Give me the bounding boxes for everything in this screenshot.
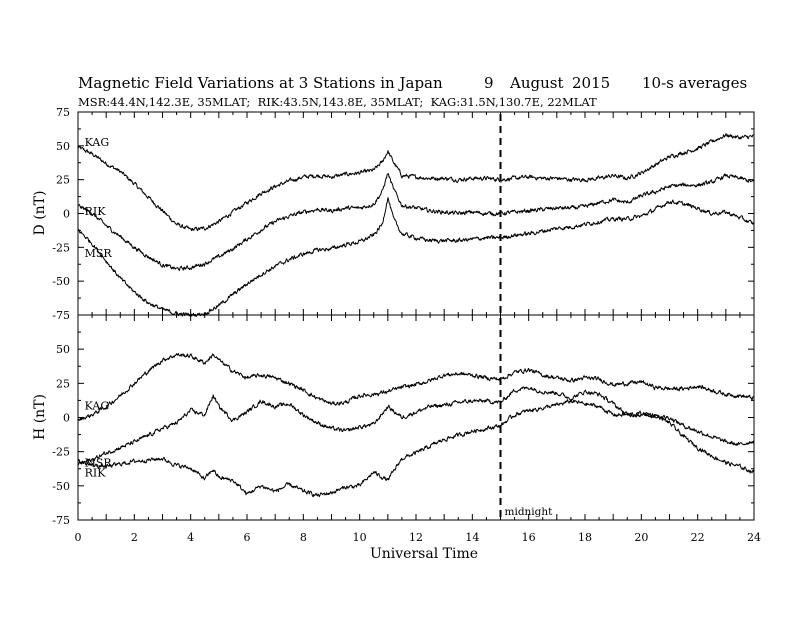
h-panel-y-axis-title: H (nT) [32,394,48,440]
d-panel-y-tick-label: 50 [56,140,70,153]
h-panel-series-msr [77,399,755,498]
x-tick-label: 14 [465,531,479,544]
d-panel-y-tick-label: 25 [56,174,70,187]
chart-title: Magnetic Field Variations at 3 Stations … [78,74,443,92]
x-tick-label: 2 [131,531,138,544]
d-panel-y-tick-label: 75 [56,106,70,119]
stations-subtitle: MSR:44.4N,142.3E, 35MLAT; RIK:43.5N,143.… [78,95,597,109]
x-tick-label: 4 [187,531,194,544]
d-panel-y-tick-label: -50 [52,275,70,288]
h-panel-y-tick-label: -75 [52,514,70,527]
x-tick-label: 24 [747,531,761,544]
h-panel-station-label-kag: KAG [85,399,110,412]
d-panel-y-tick-label: -75 [52,309,70,322]
x-tick-label: 18 [578,531,592,544]
series-layer [77,133,755,498]
h-panel-series-kag [77,352,755,422]
d-panel-y-tick-label: -25 [52,241,70,254]
h-panel-y-tick-label: -50 [52,480,70,493]
h-panel-y-tick-label: 25 [56,377,70,390]
x-tick-label: 10 [353,531,367,544]
x-tick-label: 12 [409,531,423,544]
d-panel-frame [77,111,755,316]
averaging-label: 10-s averages [642,74,747,92]
d-panel-y-axis-title: D (nT) [32,191,48,236]
h-panel-y-tick-label: 0 [63,412,70,425]
d-panel-series-msr [77,197,755,317]
date-year: 2015 [572,74,610,92]
date-month: August [509,74,563,92]
date-day: 9 [484,74,494,92]
h-panel-series-rik [77,386,755,466]
d-panel-y-tick-label: 0 [63,208,70,221]
d-panel-station-label-kag: KAG [85,136,110,149]
x-tick-label: 16 [522,531,536,544]
h-panel-station-label-msr: MSR [85,457,113,470]
x-tick-label: 0 [75,531,82,544]
x-tick-label: 6 [244,531,251,544]
d-panel-series-kag [77,133,755,232]
h-panel-y-tick-label: -25 [52,446,70,459]
d-panel-station-label-msr: MSR [85,247,113,260]
x-tick-label: 22 [691,531,705,544]
d-panel-series-rik [77,173,755,272]
h-panel-y-tick-label: 50 [56,343,70,356]
h-panel-station-label-rik: RIK [85,466,107,479]
x-tick-label: 8 [300,531,307,544]
x-axis-title: Universal Time [370,546,478,562]
d-panel-station-label-rik: RIK [85,205,107,218]
midnight-label: midnight [505,506,554,518]
x-tick-label: 20 [634,531,648,544]
